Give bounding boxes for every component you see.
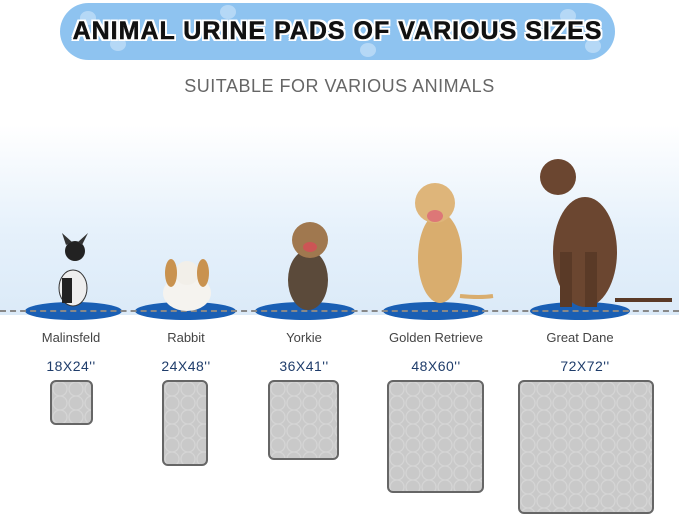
golden-retriever-image [415, 183, 494, 303]
pad-size: 24X48'' [161, 358, 211, 374]
subtitle: SUITABLE FOR VARIOUS ANIMALS [184, 76, 495, 96]
pad-image [162, 380, 208, 466]
pad-size: 48X60'' [411, 358, 461, 374]
yorkie-image [288, 222, 328, 310]
page-title: ANIMAL URINE PADS OF VARIOUS SIZES [72, 17, 603, 46]
rabbit-image [163, 259, 211, 311]
pad-image [518, 380, 654, 514]
pad-image [50, 380, 93, 425]
pad-size: 72X72'' [560, 358, 610, 374]
chihuahua-image [58, 233, 88, 307]
title-banner: ANIMAL URINE PADS OF VARIOUS SIZES [60, 3, 615, 60]
pad-image [268, 380, 339, 460]
pad-size: 18X24'' [46, 358, 96, 374]
pad-size: 36X41'' [279, 358, 329, 374]
pad-image [387, 380, 484, 493]
animal-name: Rabbit [167, 330, 205, 345]
animal-name: Great Dane [546, 330, 614, 345]
animal-name: Yorkie [286, 330, 322, 345]
floor-line [0, 310, 679, 312]
animal-name: Golden Retrieve [389, 330, 483, 345]
animal-name: Malinsfeld [41, 330, 101, 345]
great-dane-image [540, 159, 672, 307]
